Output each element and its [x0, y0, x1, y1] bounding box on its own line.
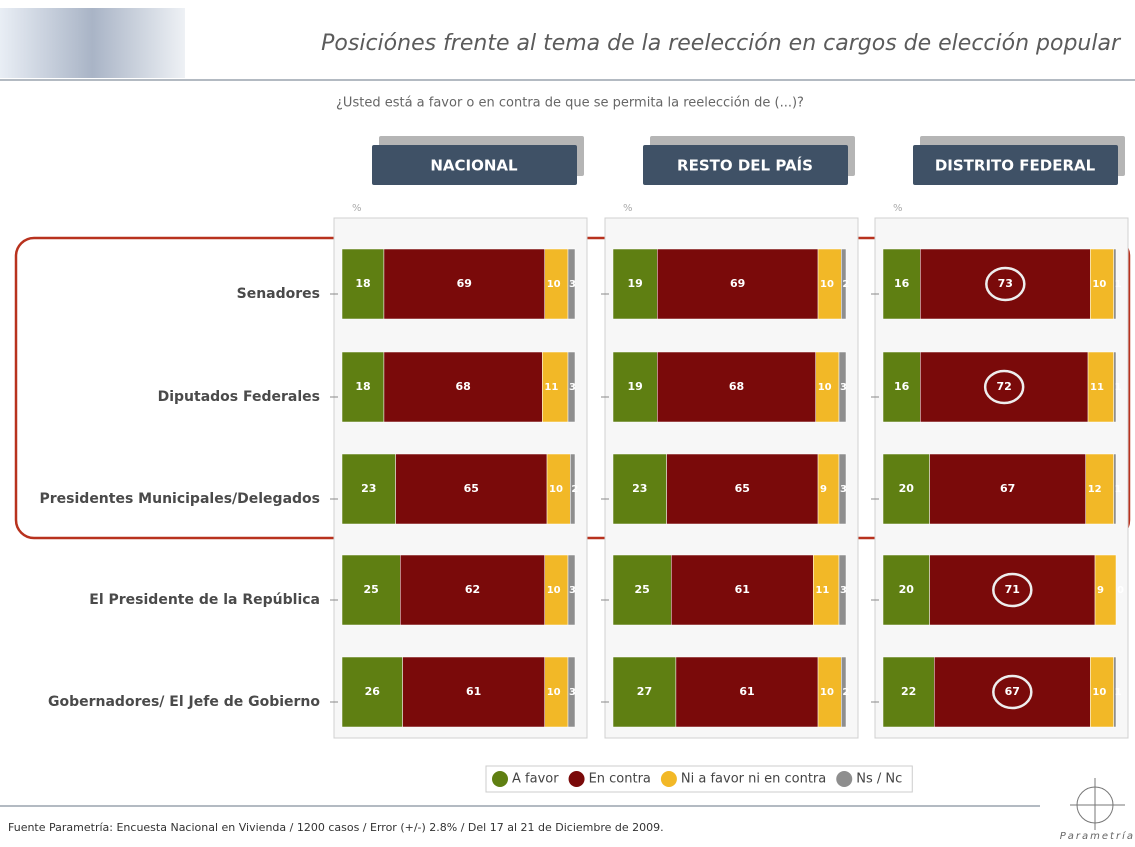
- value-label: 20: [899, 583, 915, 596]
- value-label: 18: [355, 277, 370, 290]
- value-label: 0: [1117, 585, 1124, 596]
- legend-label: Ni a favor ni en contra: [681, 772, 826, 787]
- value-label: 23: [361, 482, 376, 495]
- value-label: 3: [569, 585, 576, 596]
- value-label: 3: [840, 382, 847, 393]
- axis-label: %: [623, 203, 633, 214]
- panel-title: DISTRITO FEDERAL: [935, 157, 1096, 175]
- axis-label: %: [352, 203, 362, 214]
- value-label: 69: [457, 277, 472, 290]
- value-label: 19: [627, 277, 642, 290]
- value-label: 3: [569, 279, 576, 290]
- value-label: 11: [1090, 382, 1104, 393]
- value-label: 3: [840, 484, 847, 495]
- panel-title: NACIONAL: [430, 157, 518, 175]
- value-label: 10: [547, 687, 561, 698]
- value-label: 10: [1092, 687, 1106, 698]
- value-label: 62: [465, 583, 480, 596]
- panel-title: RESTO DEL PAÍS: [677, 156, 813, 175]
- category-label: Diputados Federales: [158, 389, 320, 405]
- source-note: Fuente Parametría: Encuesta Nacional en …: [8, 821, 664, 834]
- legend-swatch: [836, 771, 852, 787]
- value-label: 72: [997, 380, 1012, 393]
- value-label: 65: [735, 482, 750, 495]
- value-label: 10: [547, 279, 561, 290]
- legend-swatch: [661, 771, 677, 787]
- value-label: 26: [365, 685, 381, 698]
- value-label: 18: [355, 380, 370, 393]
- category-label: Gobernadores/ El Jefe de Gobierno: [48, 694, 320, 710]
- value-label: 10: [547, 585, 561, 596]
- logo: Parametría: [1060, 830, 1135, 842]
- legend-label: A favor: [512, 772, 559, 787]
- value-label: 20: [899, 482, 915, 495]
- value-label: 9: [820, 484, 827, 495]
- value-label: 16: [894, 380, 910, 393]
- value-label: 25: [363, 583, 378, 596]
- value-label: 11: [815, 585, 829, 596]
- header-image: [0, 8, 185, 78]
- legend-label: Ns / Nc: [856, 772, 902, 787]
- legend-label: En contra: [589, 772, 651, 787]
- value-label: 16: [894, 277, 910, 290]
- value-label: 3: [569, 687, 576, 698]
- category-label: Presidentes Municipales/Delegados: [40, 491, 321, 507]
- value-label: 25: [634, 583, 649, 596]
- value-label: 68: [729, 380, 744, 393]
- value-label: 19: [627, 380, 642, 393]
- value-label: 2: [571, 484, 578, 495]
- value-label: 2: [842, 687, 849, 698]
- value-label: 61: [739, 685, 754, 698]
- value-label: 73: [998, 277, 1013, 290]
- axis-label: %: [893, 203, 903, 214]
- category-label: El Presidente de la República: [89, 592, 320, 608]
- chart: Posiciónes frente al tema de la reelecci…: [0, 0, 1135, 843]
- value-label: 10: [549, 484, 563, 495]
- value-label: 9: [1097, 585, 1104, 596]
- value-label: 10: [1092, 279, 1106, 290]
- value-label: 3: [840, 585, 847, 596]
- value-label: 1: [1115, 484, 1122, 495]
- value-label: 71: [1005, 583, 1020, 596]
- value-label: 27: [637, 685, 652, 698]
- logo-icon: [1070, 778, 1125, 830]
- value-label: 65: [464, 482, 479, 495]
- value-label: 61: [466, 685, 481, 698]
- value-label: 11: [544, 382, 558, 393]
- value-label: 2: [842, 279, 849, 290]
- value-label: 61: [735, 583, 750, 596]
- value-label: 1: [1115, 382, 1122, 393]
- category-label: Senadores: [237, 286, 320, 302]
- value-label: 67: [1005, 685, 1020, 698]
- value-label: 67: [1000, 482, 1015, 495]
- value-label: 12: [1088, 484, 1102, 495]
- chart-title: Posiciónes frente al tema de la reelecci…: [321, 31, 1122, 56]
- value-label: 22: [901, 685, 916, 698]
- value-label: 3: [569, 382, 576, 393]
- value-label: 68: [456, 380, 471, 393]
- value-label: 1: [1115, 279, 1122, 290]
- legend-swatch: [569, 771, 585, 787]
- value-label: 23: [632, 482, 647, 495]
- value-label: 69: [730, 277, 745, 290]
- legend-swatch: [492, 771, 508, 787]
- value-label: 1: [1115, 687, 1122, 698]
- value-label: 10: [820, 687, 834, 698]
- subtitle: ¿Usted está a favor o en contra de que s…: [336, 96, 804, 111]
- value-label: 10: [820, 279, 834, 290]
- value-label: 10: [818, 382, 832, 393]
